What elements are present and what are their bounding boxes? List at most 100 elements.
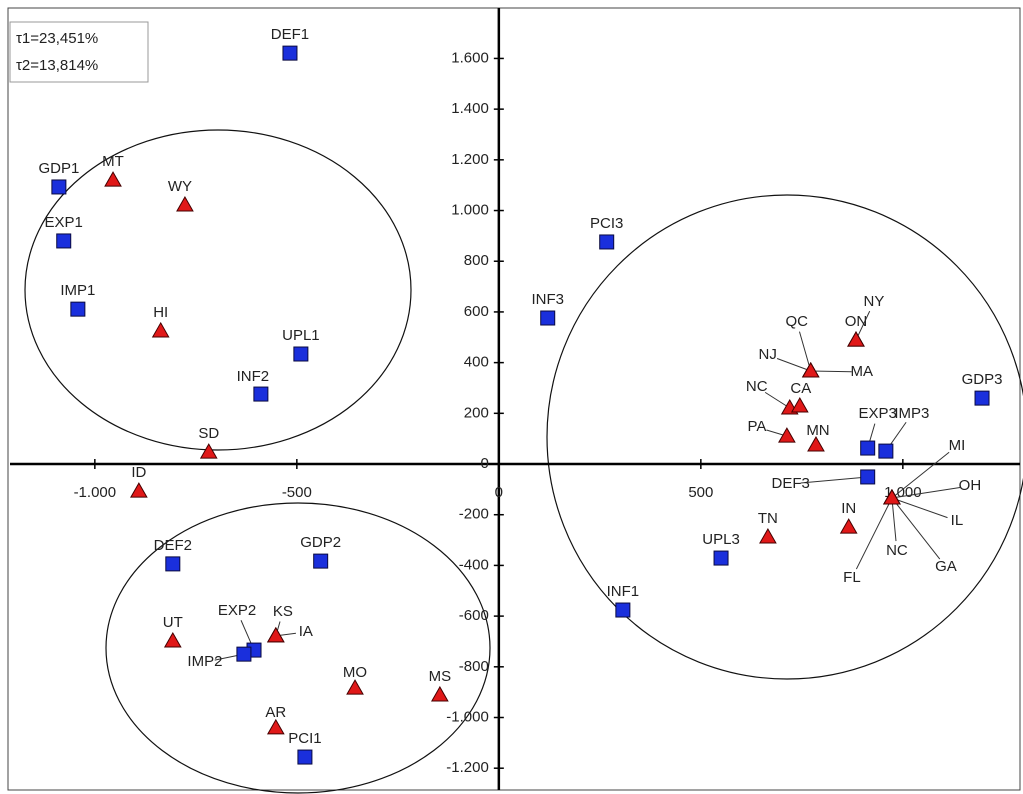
triangle-marker: [266, 718, 285, 735]
x-tick-label: 0: [495, 484, 503, 501]
leader-line: [776, 358, 811, 372]
leader-line: [798, 331, 812, 372]
square-marker: [615, 602, 631, 618]
point-label: OH: [959, 477, 982, 494]
point-label: GDP1: [38, 160, 79, 177]
triangle-marker: [104, 171, 122, 187]
point-label: EXP3: [859, 405, 897, 422]
y-tick-label: 1.000: [451, 202, 489, 219]
point-label: IL: [951, 512, 964, 529]
leader-line: [855, 497, 893, 570]
triangle-marker: [199, 443, 218, 459]
y-tick-label: 0: [480, 455, 488, 472]
square-marker: [713, 550, 729, 566]
point-label: PCI1: [288, 730, 321, 747]
point-label: QC: [785, 313, 808, 330]
point-label: MT: [102, 153, 124, 170]
point-label: HI: [153, 304, 168, 321]
point-label: MA: [850, 363, 873, 380]
point-label: IMP3: [894, 405, 929, 422]
point-label: INF2: [237, 368, 270, 385]
triangle-marker: [163, 631, 182, 648]
triangle-marker: [266, 626, 285, 643]
annotation: τ1=23,451%: [16, 30, 98, 47]
triangle-marker: [847, 331, 865, 347]
x-tick-label: 500: [688, 484, 713, 501]
triangle-marker: [346, 679, 364, 695]
point-label: SD: [198, 425, 219, 442]
square-marker: [540, 310, 556, 326]
leader-line: [891, 451, 950, 499]
point-label: FL: [843, 569, 861, 586]
y-tick-label: -1.000: [446, 708, 489, 725]
point-label: NC: [746, 378, 768, 395]
point-label: ID: [131, 464, 146, 481]
point-label: IMP2: [187, 653, 222, 670]
point-label: AR: [265, 704, 286, 721]
cluster-ellipse: [546, 194, 1023, 680]
point-label: PA: [747, 418, 766, 435]
y-tick-label: -1.200: [446, 759, 489, 776]
triangle-marker: [790, 396, 809, 413]
point-label: DEF3: [772, 475, 810, 492]
point-label: INF1: [607, 583, 640, 600]
point-label: DEF1: [271, 26, 309, 43]
square-marker: [236, 646, 252, 662]
square-marker: [313, 553, 329, 569]
leader-line: [800, 476, 868, 484]
point-label: ON: [845, 313, 868, 330]
point-label: CA: [790, 380, 811, 397]
point-label: INF3: [531, 291, 564, 308]
y-tick-label: -800: [459, 658, 489, 675]
square-marker: [253, 386, 269, 402]
point-label: IA: [299, 623, 313, 640]
y-tick-label: 1.400: [451, 100, 489, 117]
point-label: TN: [758, 510, 778, 527]
cluster-ellipse: [24, 129, 412, 451]
point-label: GDP2: [300, 534, 341, 551]
square-marker: [860, 469, 876, 485]
point-label: EXP2: [218, 602, 256, 619]
square-marker: [70, 301, 86, 317]
x-tick-label: -500: [282, 484, 312, 501]
y-tick-label: -400: [459, 556, 489, 573]
square-marker: [974, 390, 990, 406]
triangle-marker: [839, 518, 858, 534]
triangle-marker: [759, 528, 777, 544]
point-label: PCI3: [590, 215, 623, 232]
leader-line: [810, 370, 852, 373]
square-marker: [878, 443, 894, 459]
point-label: GA: [935, 558, 957, 575]
y-tick-label: -600: [459, 607, 489, 624]
point-label: NJ: [759, 346, 777, 363]
point-label: MN: [806, 422, 829, 439]
triangle-marker: [430, 685, 449, 702]
point-label: NY: [864, 293, 885, 310]
square-marker: [51, 179, 67, 195]
square-marker: [282, 45, 298, 61]
point-label: UPL3: [702, 531, 740, 548]
plot-frame: [7, 7, 1021, 791]
inertia-box: [9, 21, 149, 83]
triangle-marker: [151, 321, 170, 338]
leader-line: [891, 497, 941, 560]
leader-line: [891, 497, 948, 519]
point-label: KS: [273, 603, 293, 620]
point-label: WY: [168, 178, 192, 195]
point-label: UPL1: [282, 327, 320, 344]
point-label: EXP1: [45, 214, 83, 231]
point-label: NC: [886, 542, 908, 559]
triangle-marker: [130, 482, 148, 498]
triangle-marker: [883, 488, 901, 505]
point-label: IN: [841, 500, 856, 517]
y-tick-label: 1.600: [451, 49, 489, 66]
square-marker: [297, 749, 313, 765]
leader-line: [891, 497, 897, 542]
triangle-marker: [778, 427, 796, 443]
point-label: UT: [163, 614, 183, 631]
point-label: MI: [949, 437, 966, 454]
point-label: MS: [429, 668, 452, 685]
leader-line: [764, 391, 790, 409]
point-label: MO: [343, 664, 367, 681]
